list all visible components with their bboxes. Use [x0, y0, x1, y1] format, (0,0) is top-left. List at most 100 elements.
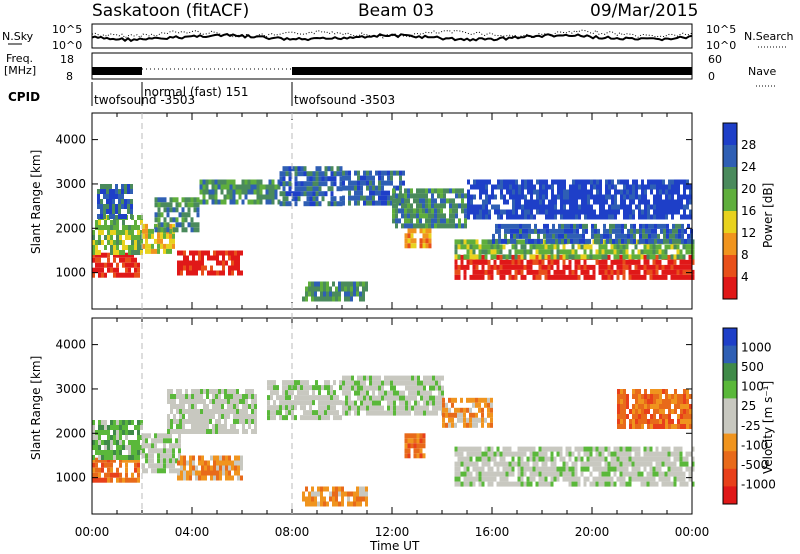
- velocity-cell-3: [242, 399, 245, 404]
- velocity-cell-0: [107, 472, 110, 478]
- velocity-cell-3: [233, 399, 236, 404]
- power-cell-15: [482, 184, 485, 190]
- velocity-cell-9: [643, 461, 647, 467]
- power-ytick-label-2: 3000: [55, 177, 86, 191]
- power-cell-13: [469, 239, 473, 245]
- velocity-cell-2: [169, 458, 172, 464]
- power-cell-1: [92, 245, 95, 250]
- velocity-cell-5: [288, 395, 291, 401]
- velocity-cell-9: [475, 466, 479, 472]
- power-cell-4: [169, 197, 173, 203]
- velocity-cell-11: [620, 419, 623, 424]
- power-cell-12: [514, 264, 518, 270]
- power-cell-15: [575, 204, 578, 210]
- velocity-cell-9: [553, 461, 557, 467]
- power-cell-15: [683, 189, 686, 195]
- velocity-cell-5: [267, 405, 270, 411]
- velocity-cell-11: [665, 404, 668, 409]
- velocity-cell-3: [209, 429, 212, 434]
- power-cell-15: [653, 179, 656, 185]
- velocity-cell-6: [320, 491, 323, 497]
- power-cell-15: [530, 184, 533, 190]
- velocity-cell-2: [163, 433, 166, 439]
- velocity-cell-3: [233, 414, 236, 419]
- velocity-cell-3: [212, 424, 215, 429]
- velocity-cell-9: [475, 451, 479, 457]
- power-cell-15: [491, 189, 494, 195]
- velocity-cell-7: [381, 405, 384, 411]
- power-cell-14: [552, 238, 555, 244]
- power-cell-5: [177, 265, 180, 271]
- power-cell-8: [302, 296, 305, 302]
- power-cell-13: [688, 244, 692, 250]
- power-cell-9: [399, 185, 402, 191]
- power-cell-14: [579, 223, 582, 229]
- power-cell-12: [586, 274, 590, 280]
- velocity-cell-9: [673, 476, 677, 482]
- power-cell-5: [201, 270, 204, 276]
- power-cell-12: [508, 259, 512, 265]
- velocity-cell-0: [122, 477, 125, 483]
- velocity-cell-9: [547, 446, 551, 452]
- power-cell-14: [627, 233, 630, 239]
- velocity-cell-10: [448, 422, 451, 428]
- power-cell-6: [214, 189, 218, 195]
- velocity-cell-9: [454, 476, 458, 482]
- velocity-cell-7: [369, 405, 372, 411]
- power-cell-15: [497, 209, 500, 215]
- power-cell-15: [500, 214, 503, 220]
- power-cell-14: [576, 233, 579, 239]
- power-cell-12: [514, 269, 518, 275]
- velocity-cell-9: [565, 476, 569, 482]
- velocity-cell-4: [186, 460, 189, 466]
- power-cell-9: [348, 185, 351, 191]
- power-cell-6: [265, 184, 269, 190]
- power-cell-5: [204, 250, 207, 256]
- power-cell-5: [228, 270, 231, 276]
- velocity-cell-7: [420, 380, 423, 386]
- power-cell-7: [312, 181, 316, 187]
- power-cell-15: [611, 204, 614, 210]
- velocity-cell-9: [661, 461, 665, 467]
- velocity-cell-9: [550, 476, 554, 482]
- velocity-cell-3: [167, 424, 170, 429]
- velocity-cell-9: [667, 451, 671, 457]
- velocity-cell-9: [463, 476, 467, 482]
- velocity-cell-4: [198, 460, 201, 466]
- power-cell-13: [526, 249, 530, 255]
- velocity-cell-7: [408, 385, 411, 391]
- power-cell-15: [539, 194, 542, 200]
- power-cell-15: [593, 199, 596, 205]
- power-cell-4: [166, 227, 170, 233]
- power-cell-10: [407, 233, 411, 239]
- power-cell-15: [662, 214, 665, 220]
- velocity-cell-8: [413, 438, 417, 444]
- power-cell-1: [140, 250, 143, 255]
- power-cell-15: [536, 194, 539, 200]
- power-cell-0: [107, 262, 110, 268]
- power-cell-9: [375, 200, 378, 206]
- power-cell-0: [125, 267, 128, 273]
- power-cell-15: [587, 204, 590, 210]
- power-cell-11: [401, 198, 404, 204]
- power-cell-2: [121, 214, 124, 219]
- velocity-cell-9: [679, 466, 683, 472]
- velocity-cell-9: [664, 481, 668, 487]
- velocity-cell-1: [113, 425, 116, 430]
- power-cell-6: [232, 189, 236, 195]
- power-cell-9: [342, 180, 345, 186]
- velocity-cell-7: [360, 405, 363, 411]
- velocity-cell-11: [644, 394, 647, 399]
- velocity-cell-2: [142, 433, 145, 439]
- velocity-cell-1: [110, 450, 113, 455]
- power-cell-2: [100, 199, 103, 204]
- power-cell-2: [109, 189, 112, 194]
- velocity-cell-9: [520, 461, 524, 467]
- power-cell-2: [112, 194, 115, 199]
- power-cell-13: [487, 244, 491, 250]
- velocity-cell-7: [441, 385, 444, 391]
- power-cell-15: [650, 184, 653, 190]
- velocity-cell-3: [176, 389, 179, 394]
- power-cell-12: [568, 269, 572, 275]
- velocity-cell-10: [448, 397, 451, 403]
